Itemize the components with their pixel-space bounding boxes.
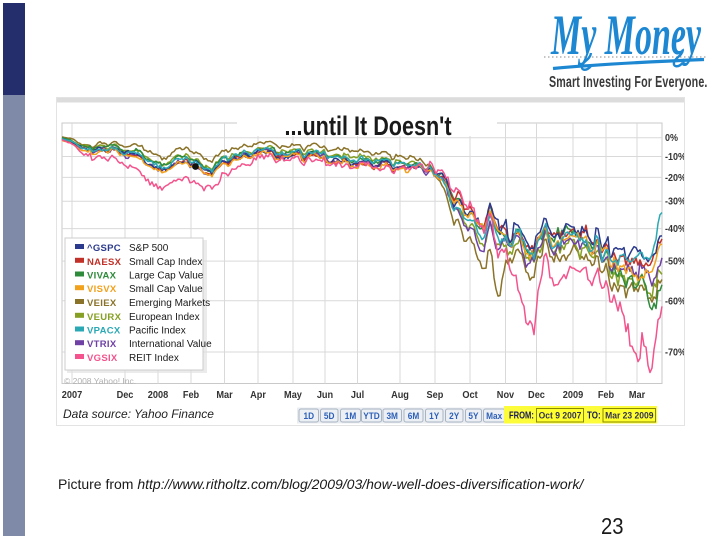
svg-text:Emerging Markets: Emerging Markets bbox=[129, 298, 210, 309]
svg-text:Aug: Aug bbox=[391, 390, 409, 401]
svg-text:VEURX: VEURX bbox=[87, 312, 122, 323]
svg-text:International Value: International Value bbox=[129, 339, 212, 350]
svg-text:Large Cap Value: Large Cap Value bbox=[129, 271, 204, 282]
svg-text:-30%: -30% bbox=[665, 196, 684, 208]
svg-text:Feb: Feb bbox=[183, 390, 199, 401]
svg-text:Jun: Jun bbox=[317, 390, 333, 401]
svg-text:2Y: 2Y bbox=[449, 411, 459, 421]
svg-text:REIT Index: REIT Index bbox=[129, 353, 179, 364]
svg-text:-40%: -40% bbox=[665, 224, 684, 236]
svg-text:May: May bbox=[284, 390, 303, 401]
svg-text:Oct: Oct bbox=[462, 390, 478, 401]
svg-text:European Index: European Index bbox=[129, 312, 200, 323]
svg-text:Nov: Nov bbox=[497, 390, 515, 401]
svg-text:Pacific Index: Pacific Index bbox=[129, 326, 186, 337]
svg-text:Dec: Dec bbox=[117, 390, 134, 401]
svg-text:...until It Doesn't: ...until It Doesn't bbox=[284, 112, 451, 142]
svg-text:VEIEX: VEIEX bbox=[87, 298, 117, 309]
svg-text:0%: 0% bbox=[665, 133, 679, 145]
svg-text:YTD: YTD bbox=[363, 411, 380, 421]
svg-text:Mar: Mar bbox=[216, 390, 233, 401]
svg-text:VPACX: VPACX bbox=[87, 326, 121, 337]
svg-text:5Y: 5Y bbox=[468, 411, 478, 421]
svg-text:^GSPC: ^GSPC bbox=[87, 243, 121, 254]
svg-text:FROM:: FROM: bbox=[509, 409, 534, 420]
svg-text:Mar: Mar bbox=[629, 390, 646, 401]
svg-text:2009: 2009 bbox=[563, 390, 583, 401]
svg-text:1M: 1M bbox=[345, 411, 356, 421]
svg-text:Apr: Apr bbox=[250, 390, 266, 401]
svg-text:Feb: Feb bbox=[598, 390, 614, 401]
svg-text:5D: 5D bbox=[324, 411, 335, 421]
svg-text:Max: Max bbox=[486, 411, 502, 421]
svg-text:1Y: 1Y bbox=[429, 411, 439, 421]
svg-text:Sep: Sep bbox=[427, 390, 444, 401]
svg-text:NAESX: NAESX bbox=[87, 257, 122, 268]
svg-text:Dec: Dec bbox=[528, 390, 545, 401]
svg-text:Jul: Jul bbox=[351, 390, 364, 401]
svg-text:Mar 23 2009: Mar 23 2009 bbox=[605, 410, 653, 421]
svg-text:-60%: -60% bbox=[665, 296, 684, 308]
svg-text:Small Cap Value: Small Cap Value bbox=[129, 284, 203, 295]
svg-text:VIVAX: VIVAX bbox=[87, 271, 117, 282]
svg-text:2008: 2008 bbox=[148, 390, 169, 401]
svg-text:VISVX: VISVX bbox=[87, 284, 117, 295]
svg-text:VGSIX: VGSIX bbox=[87, 353, 118, 364]
svg-text:-50%: -50% bbox=[665, 256, 684, 268]
svg-text:-20%: -20% bbox=[665, 172, 684, 184]
svg-text:© 2008 Yahoo! Inc.: © 2008 Yahoo! Inc. bbox=[64, 376, 136, 386]
svg-text:Data source: Yahoo Finance: Data source: Yahoo Finance bbox=[63, 407, 214, 421]
svg-text:VTRIX: VTRIX bbox=[87, 339, 117, 350]
svg-text:Oct 9 2007: Oct 9 2007 bbox=[539, 410, 582, 421]
svg-text:Small Cap Index: Small Cap Index bbox=[129, 257, 202, 268]
svg-text:-70%: -70% bbox=[665, 347, 684, 359]
svg-text:2007: 2007 bbox=[62, 390, 82, 401]
svg-text:6M: 6M bbox=[408, 411, 419, 421]
svg-text:1D: 1D bbox=[304, 411, 315, 421]
svg-text:S&P 500: S&P 500 bbox=[129, 243, 169, 254]
svg-text:3M: 3M bbox=[386, 411, 397, 421]
svg-text:TO:: TO: bbox=[587, 410, 601, 421]
svg-text:-10%: -10% bbox=[665, 152, 684, 164]
